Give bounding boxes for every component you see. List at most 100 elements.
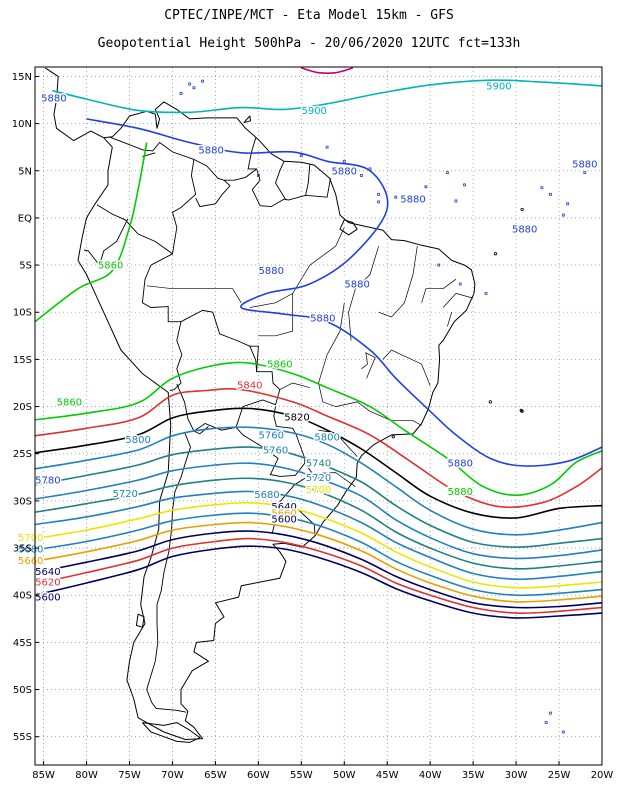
lon-tick-label: 50W — [333, 770, 356, 781]
country-border — [96, 136, 197, 255]
contour-speckle — [325, 145, 329, 149]
island — [488, 400, 492, 404]
contour-label-5880: 5880 — [310, 313, 335, 324]
state-border — [279, 382, 310, 390]
contour-5840 — [34, 388, 603, 509]
lon-tick-label: 40W — [419, 770, 442, 781]
lon-tick-label: 80W — [75, 770, 98, 781]
contour-label-5800: 5800 — [125, 435, 150, 446]
contour-label-5880: 5880 — [259, 266, 284, 277]
lat-tick-label: 10S — [13, 308, 32, 319]
contour-label-5880: 5880 — [400, 195, 425, 206]
contour-label-5760: 5760 — [259, 430, 284, 441]
lon-tick-label: 55W — [290, 770, 313, 781]
state-border — [318, 302, 345, 407]
lon-tick-label: 30W — [505, 770, 528, 781]
lon-tick-label: 75W — [118, 770, 141, 781]
country-border — [176, 309, 281, 432]
contour-5760 — [34, 462, 603, 560]
state-border — [348, 246, 379, 341]
contour-label-5880: 5880 — [512, 225, 537, 236]
contour-speckle — [377, 192, 381, 196]
contour-5720 — [34, 490, 603, 581]
contour-label-5640: 5640 — [35, 567, 60, 578]
state-borders — [146, 227, 474, 487]
country-border — [193, 158, 231, 208]
contour-speckle — [342, 159, 346, 163]
contour-speckle — [561, 730, 565, 734]
contour-label-5880: 5880 — [344, 279, 369, 290]
contour-label-5900: 5900 — [301, 106, 326, 117]
contour-label-5860: 5860 — [267, 360, 292, 371]
coastline-segment — [77, 101, 476, 740]
contour-speckle — [437, 263, 441, 267]
coastline-segment — [243, 115, 252, 124]
contour-label-5720: 5720 — [112, 489, 137, 500]
contour-5700 — [34, 501, 603, 589]
contour-label-5740: 5740 — [306, 459, 331, 470]
contour-label-5860: 5860 — [57, 397, 82, 408]
lat-tick-label: 15N — [12, 72, 32, 83]
contour-speckle — [424, 185, 428, 189]
contour-speckle — [256, 174, 260, 177]
contour-5780 — [34, 446, 603, 548]
contour-5880 — [86, 118, 603, 467]
contour-label-5880: 5880 — [332, 166, 357, 177]
contour-label-5680: 5680 — [18, 544, 43, 555]
contour-5660 — [34, 521, 603, 603]
contour-5680 — [34, 512, 603, 597]
coastline-segment — [135, 613, 145, 628]
country-border — [146, 431, 191, 713]
contour-label-5860: 5860 — [98, 261, 123, 272]
lat-tick-label: EQ — [18, 213, 32, 224]
contour-label-5880: 5880 — [448, 487, 473, 498]
state-border — [382, 349, 431, 386]
lat-tick-label: 20S — [13, 402, 32, 413]
contour-label-5820: 5820 — [284, 412, 309, 423]
contour-speckle — [484, 291, 488, 295]
contour-speckle — [299, 154, 303, 158]
contour-label-5880: 5880 — [41, 94, 66, 105]
contour-5740 — [34, 477, 603, 570]
contour-speckle — [201, 79, 204, 83]
lat-tick-label: 10N — [12, 119, 32, 130]
contour-speckle — [549, 192, 552, 196]
state-border — [312, 472, 356, 487]
contour-speckle — [583, 171, 587, 175]
island — [520, 207, 524, 212]
lon-tick-label: 20W — [591, 770, 614, 781]
lon-tick-label: 85W — [32, 770, 55, 781]
map-subtitle: Geopotential Height 500hPa - 20/06/2020 … — [97, 36, 521, 51]
contour-speckle — [394, 195, 398, 199]
lat-tick-label: 45S — [13, 638, 32, 649]
contour-speckle — [544, 721, 548, 724]
contour-5860 — [34, 361, 603, 497]
contour-speckle — [192, 86, 196, 90]
lat-tick-label: 30S — [13, 496, 32, 507]
lat-tick-label: 25S — [13, 449, 32, 460]
state-border — [378, 246, 418, 318]
country-border — [224, 168, 257, 181]
coastline-segment — [339, 219, 358, 236]
country-borders — [83, 136, 331, 713]
contour-label-5600: 5600 — [35, 593, 60, 604]
lat-tick-label: 40S — [13, 591, 32, 602]
grid-lines — [35, 67, 603, 765]
contour-speckle — [179, 92, 183, 95]
lat-tick-label: 55S — [13, 732, 32, 743]
lon-tick-label: 70W — [161, 770, 184, 781]
island — [493, 252, 498, 256]
contour-5600 — [34, 545, 603, 619]
country-border — [275, 161, 287, 201]
contour-speckle — [549, 711, 552, 715]
contour-label-5880: 5880 — [448, 459, 473, 470]
state-border — [258, 293, 294, 337]
contour-speckle — [566, 202, 570, 206]
contour-speckle — [540, 186, 544, 190]
coastline-segment — [45, 67, 104, 142]
lon-tick-label: 35W — [462, 770, 485, 781]
coastline — [45, 67, 587, 743]
country-border — [305, 164, 311, 196]
axis-tick-labels: 15N 10N 5N EQ 5S 10S 15S 20S 25S 30S 35S 40S 45S 50S 5… — [12, 72, 614, 781]
